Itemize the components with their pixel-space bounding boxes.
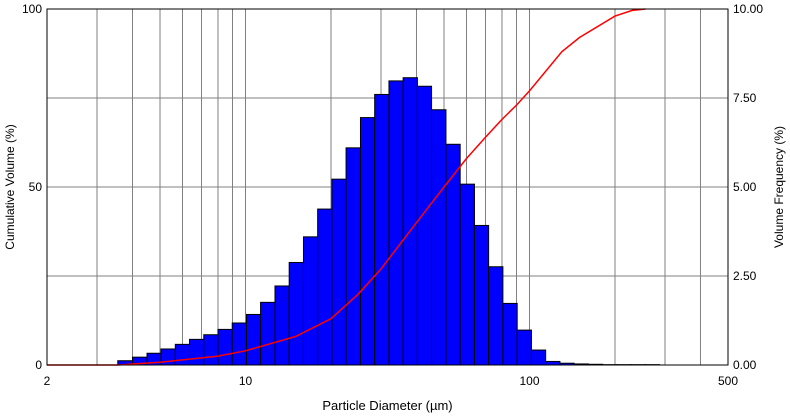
frequency-bar xyxy=(188,338,205,366)
cumulative-curve xyxy=(47,8,646,366)
frequency-bar xyxy=(274,285,290,366)
frequency-bar xyxy=(459,183,475,366)
y-right-tick-label: 10.00 xyxy=(733,2,763,16)
frequency-bar xyxy=(317,208,333,366)
frequency-bar xyxy=(231,322,247,366)
frequency-bar xyxy=(530,349,547,366)
frequency-bar xyxy=(488,266,504,366)
y-axis-right-label: Volume Frequency (%) xyxy=(772,126,786,248)
frequency-bar xyxy=(245,313,262,366)
frequency-bar xyxy=(374,93,390,366)
frequency-bar xyxy=(174,343,190,366)
y-right-tick-label: 0.00 xyxy=(733,358,757,372)
tick-labels: 2 10 100 500 0 50 100 0.00 2.50 5.00 7.50 10.00 xyxy=(22,2,763,388)
x-tick-label: 100 xyxy=(519,374,539,388)
y-right-tick-label: 5.00 xyxy=(733,180,757,194)
x-tick-label: 2 xyxy=(44,374,51,388)
frequency-bar xyxy=(345,147,361,366)
frequency-bar xyxy=(203,334,219,366)
frequency-bar xyxy=(331,178,347,366)
y-right-tick-label: 7.50 xyxy=(733,91,757,105)
frequency-bar xyxy=(288,261,304,366)
y-axis-left-label: Cumulative Volume (%) xyxy=(3,124,17,249)
frequency-bar xyxy=(473,224,490,366)
y-right-tick-label: 2.50 xyxy=(733,269,757,283)
frequency-bar xyxy=(402,77,418,366)
frequency-bar xyxy=(431,109,447,366)
frequency-bar xyxy=(545,360,561,366)
y-left-tick-label: 100 xyxy=(22,2,42,16)
frequency-bar xyxy=(516,329,532,366)
frequency-bar xyxy=(359,117,376,366)
x-tick-label: 500 xyxy=(718,374,738,388)
frequency-bar xyxy=(502,302,518,366)
frequency-bar xyxy=(260,301,276,366)
x-tick-label: 10 xyxy=(239,374,253,388)
plot-frame xyxy=(46,8,729,366)
frequency-bar xyxy=(217,328,233,366)
x-axis-label: Particle Diameter (µm) xyxy=(322,398,452,413)
frequency-bar xyxy=(416,85,433,366)
frequency-bars xyxy=(117,77,661,366)
frequency-bar xyxy=(302,236,319,366)
frequency-bar xyxy=(445,143,461,366)
y-left-tick-label: 50 xyxy=(29,180,43,194)
y-left-tick-label: 0 xyxy=(35,358,42,372)
frequency-bar xyxy=(388,80,404,366)
